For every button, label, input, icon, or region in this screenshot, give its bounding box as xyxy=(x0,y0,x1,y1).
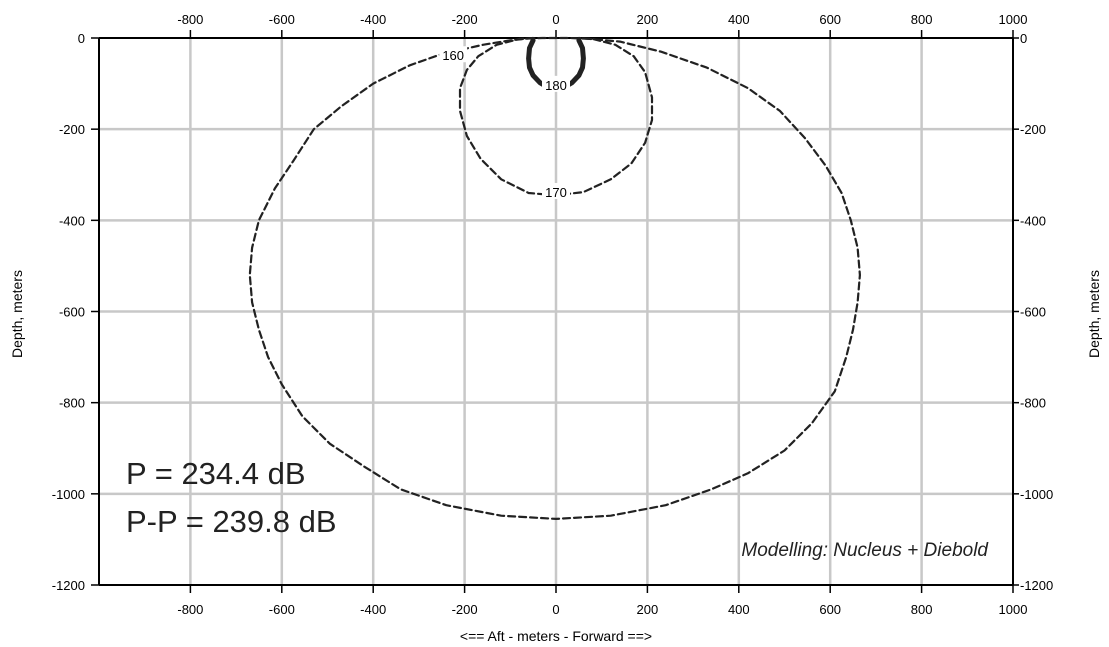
y-tick-label-left: -400 xyxy=(59,213,85,228)
y-tick-label-right: -800 xyxy=(1020,396,1046,411)
y-axis-title-left: Depth, meters xyxy=(9,270,25,358)
y-tick-label-right: -1200 xyxy=(1020,578,1053,593)
contour-label-160: 160 xyxy=(442,48,464,63)
x-tick-label-bottom: 600 xyxy=(819,602,841,617)
y-tick-label-left: -600 xyxy=(59,305,85,320)
y-tick-label-right: -200 xyxy=(1020,122,1046,137)
x-tick-label-top: 400 xyxy=(728,12,750,27)
y-tick-label-left: -800 xyxy=(59,396,85,411)
x-axis-title: <== Aft - meters - Forward ==> xyxy=(460,628,652,644)
x-tick-label-top: -400 xyxy=(360,12,386,27)
peak-pressure-annotation: P = 234.4 dB xyxy=(126,456,306,491)
peak-to-peak-annotation: P-P = 239.8 dB xyxy=(126,504,337,539)
gridlines xyxy=(99,38,1013,585)
contour-label-bg xyxy=(542,182,570,199)
x-tick-label-top: 1000 xyxy=(999,12,1028,27)
y-tick-label-left: -200 xyxy=(59,122,85,137)
y-tick-label-left: -1000 xyxy=(52,487,85,502)
x-tick-label-top: -600 xyxy=(269,12,295,27)
contour-line-160 xyxy=(248,36,861,520)
contour-line-170 xyxy=(458,36,654,197)
contour-label-bg xyxy=(542,75,570,92)
x-tick-label-bottom: -400 xyxy=(360,602,386,617)
y-tick-label-right: -600 xyxy=(1020,305,1046,320)
y-tick-label-right: 0 xyxy=(1020,31,1027,46)
x-tick-label-bottom: 400 xyxy=(728,602,750,617)
y-tick-label-right: -1000 xyxy=(1020,487,1053,502)
y-axis-title-right: Depth, meters xyxy=(1086,270,1102,358)
x-tick-label-top: 0 xyxy=(552,12,559,27)
ticks: -800 -800 -600 -600 -400 -400 -200 -200 0 0 200 200… xyxy=(52,12,1054,617)
contour-label-170: 170 xyxy=(545,185,567,200)
x-tick-label-top: -200 xyxy=(452,12,478,27)
x-tick-label-bottom: -200 xyxy=(452,602,478,617)
x-tick-label-top: 200 xyxy=(637,12,659,27)
x-tick-label-top: 800 xyxy=(911,12,933,27)
contour-labels: 160 170 180 xyxy=(439,46,570,200)
contour-label-bg xyxy=(439,46,468,63)
x-tick-label-bottom: 200 xyxy=(637,602,659,617)
x-tick-label-bottom: 0 xyxy=(552,602,559,617)
x-tick-label-top: -800 xyxy=(177,12,203,27)
y-tick-label-left: 0 xyxy=(78,31,85,46)
x-tick-label-bottom: -800 xyxy=(177,602,203,617)
contour-label-180: 180 xyxy=(545,78,567,93)
x-tick-label-bottom: 800 xyxy=(911,602,933,617)
x-tick-label-bottom: -600 xyxy=(269,602,295,617)
y-tick-label-left: -1200 xyxy=(52,578,85,593)
x-tick-label-top: 600 xyxy=(819,12,841,27)
x-tick-label-bottom: 1000 xyxy=(999,602,1028,617)
y-tick-label-right: -400 xyxy=(1020,213,1046,228)
modelling-annotation: Modelling: Nucleus + Diebold xyxy=(741,540,989,561)
